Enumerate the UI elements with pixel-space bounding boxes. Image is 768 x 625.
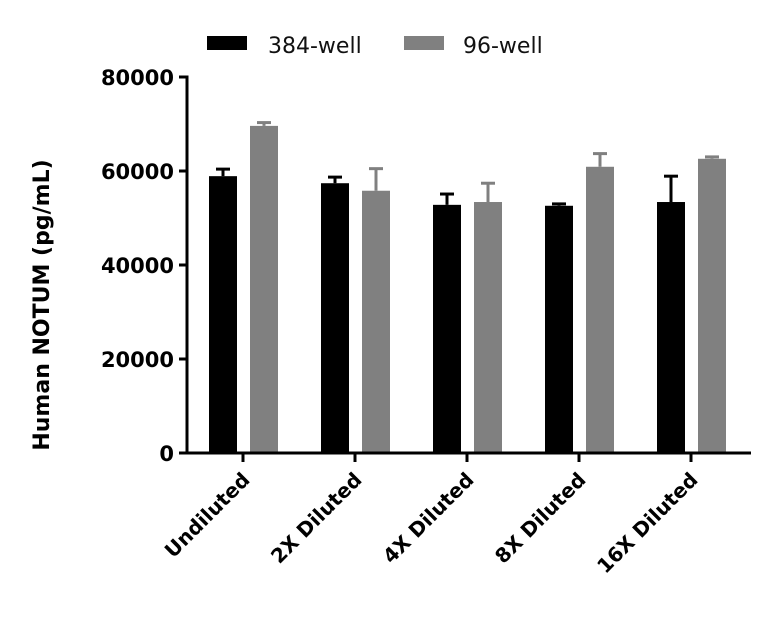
legend: 384-well 96-well	[207, 34, 543, 59]
y-tick-label: 80000	[101, 66, 174, 90]
bar-96-well	[362, 190, 390, 454]
legend-label: 384-well	[268, 34, 362, 59]
bar-96-well	[250, 125, 278, 453]
x-category-label: 16X Diluted	[592, 468, 702, 578]
bar-384-well	[209, 176, 237, 454]
y-tick-label: 40000	[101, 254, 174, 278]
x-category-label: Undiluted	[160, 468, 255, 563]
legend-swatch-96-well	[404, 36, 444, 50]
bar-96-well	[474, 202, 502, 453]
bars	[209, 121, 726, 454]
y-tick-label: 20000	[101, 348, 174, 372]
x-axis: Undiluted 2X Diluted 4X Diluted 8X Diluted 1…	[160, 451, 751, 578]
bar-384-well	[321, 183, 349, 453]
y-axis-title: Human NOTUM (pg/mL)	[30, 159, 55, 450]
bar-96-well	[698, 158, 726, 453]
legend-swatch-384-well	[207, 36, 247, 50]
x-category-label: 2X Diluted	[266, 468, 367, 569]
y-tick-label: 0	[159, 442, 174, 466]
y-axis-label: Human NOTUM (pg/mL)	[30, 159, 55, 450]
bar-384-well	[545, 205, 573, 453]
x-category-label: 8X Diluted	[490, 468, 591, 569]
y-axis: 0 20000 40000 60000 80000	[101, 66, 189, 466]
bar-384-well	[433, 204, 461, 453]
bar-96-well	[586, 166, 614, 453]
y-tick-label: 60000	[101, 160, 174, 184]
bar-384-well	[657, 202, 685, 453]
x-category-label: 4X Diluted	[378, 468, 479, 569]
legend-label: 96-well	[463, 34, 543, 59]
